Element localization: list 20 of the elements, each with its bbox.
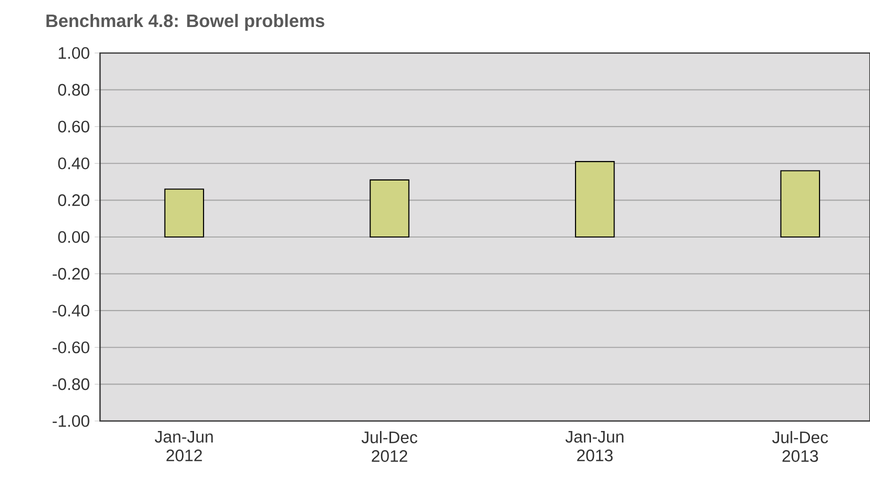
- y-tick-label: 0.20: [58, 194, 90, 206]
- y-tick-label: 1.00: [58, 47, 90, 59]
- bar: [780, 170, 820, 238]
- y-tick-label: 0.00: [58, 231, 90, 243]
- x-tick-label: Jul-Dec 2012: [362, 431, 418, 462]
- x-tick-label: Jan-Jun 2013: [565, 431, 624, 462]
- bar: [574, 161, 615, 238]
- y-tick-label: -1.00: [52, 415, 90, 427]
- bar: [370, 179, 410, 238]
- y-tick-label: 0.60: [58, 120, 90, 132]
- x-tick-label: Jan-Jun 2012: [154, 431, 213, 462]
- y-tick-label: -0.60: [52, 342, 90, 354]
- y-tick-label: -0.80: [52, 378, 90, 390]
- y-tick-label: 0.40: [58, 158, 90, 170]
- x-tick-label: Jul-Dec 2013: [772, 431, 828, 462]
- y-tick-label: 0.80: [58, 84, 90, 96]
- y-tick-label: -0.20: [52, 268, 90, 280]
- y-tick-label: -0.40: [52, 304, 90, 316]
- chart-title: Benchmark 4.8: Bowel problems: [46, 14, 324, 31]
- bar: [164, 188, 204, 238]
